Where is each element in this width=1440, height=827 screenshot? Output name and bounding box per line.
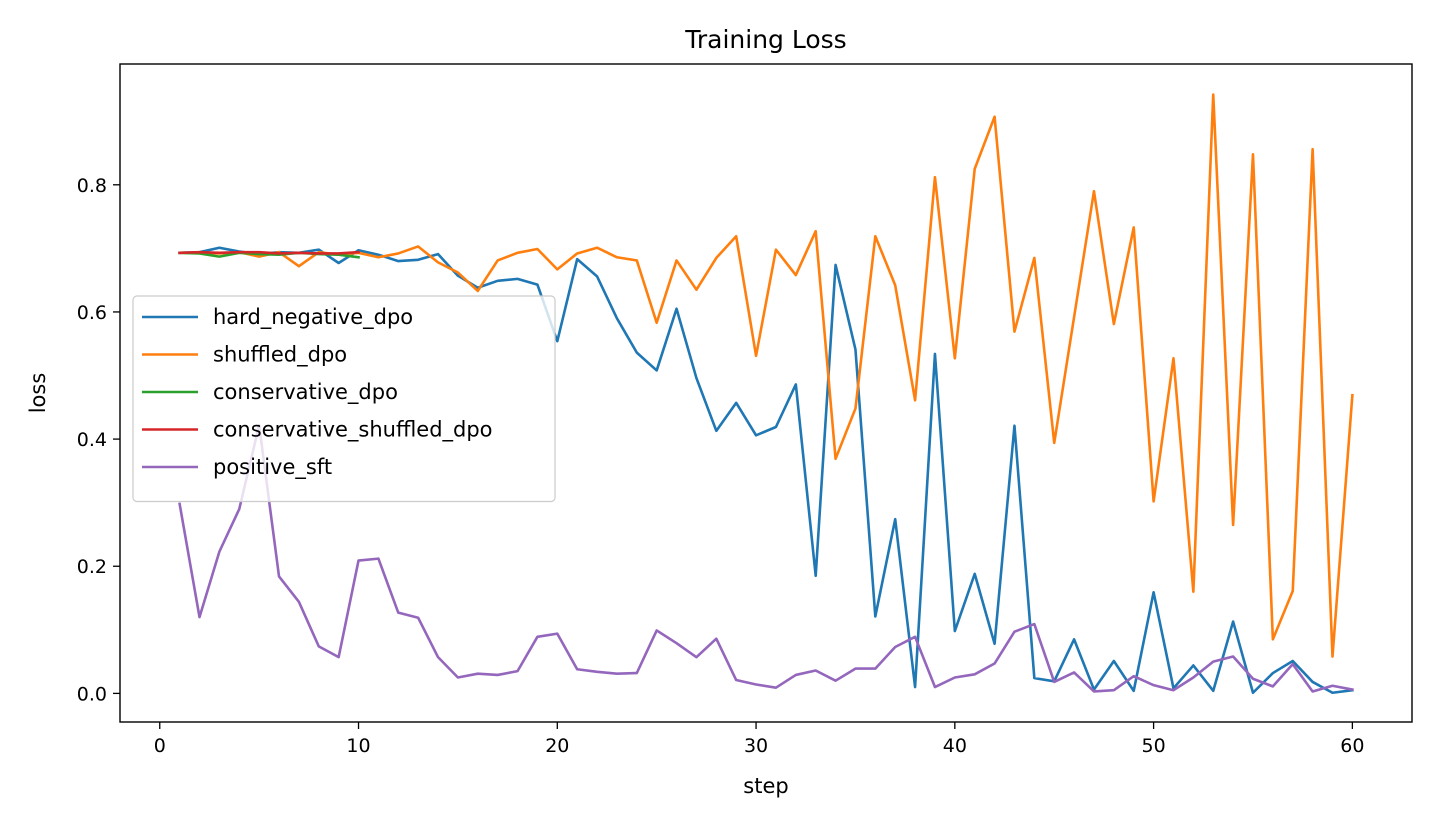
x-tick-label: 20 — [545, 735, 569, 757]
series-line-positive-sft — [178, 423, 1354, 693]
legend-label-shuffled-dpo: shuffled_dpo — [213, 343, 347, 368]
legend-label-hard-negative-dpo: hard_negative_dpo — [213, 305, 413, 330]
x-axis-label: step — [743, 774, 788, 798]
x-tick-label: 30 — [744, 735, 768, 757]
legend-label-conservative-dpo: conservative_dpo — [213, 380, 398, 405]
legend-label-conservative-shuffled-dpo: conservative_shuffled_dpo — [213, 418, 493, 443]
y-axis: 0.0 0.2 0.4 0.6 0.8 — [77, 175, 120, 705]
x-tick-label: 50 — [1142, 735, 1166, 757]
x-tick-label: 40 — [943, 735, 967, 757]
y-tick-label: 0.8 — [77, 175, 107, 197]
x-tick-label: 10 — [346, 735, 370, 757]
plot-frame — [119, 63, 1413, 723]
chart-title: Training Loss — [684, 25, 846, 54]
series-line-hard-negative-dpo — [178, 246, 1354, 695]
y-tick-label: 0.2 — [77, 556, 107, 578]
x-tick-label: 0 — [154, 735, 166, 757]
plot-area — [178, 93, 1354, 695]
legend-box — [132, 295, 556, 503]
legend-label-positive-sft: positive_sft — [213, 455, 332, 480]
y-tick-label: 0.6 — [77, 302, 107, 324]
y-axis-label: loss — [26, 373, 50, 414]
legend: hard_negative_dpo shuffled_dpo conservativ… — [132, 295, 556, 503]
series-line-shuffled-dpo — [178, 93, 1354, 658]
x-axis: 0 10 20 30 40 50 60 — [154, 722, 1364, 757]
y-tick-label: 0.0 — [77, 683, 107, 705]
series-line-conservative-shuffled-dpo — [178, 250, 360, 255]
y-tick-label: 0.4 — [77, 429, 107, 451]
x-tick-label: 60 — [1340, 735, 1364, 757]
